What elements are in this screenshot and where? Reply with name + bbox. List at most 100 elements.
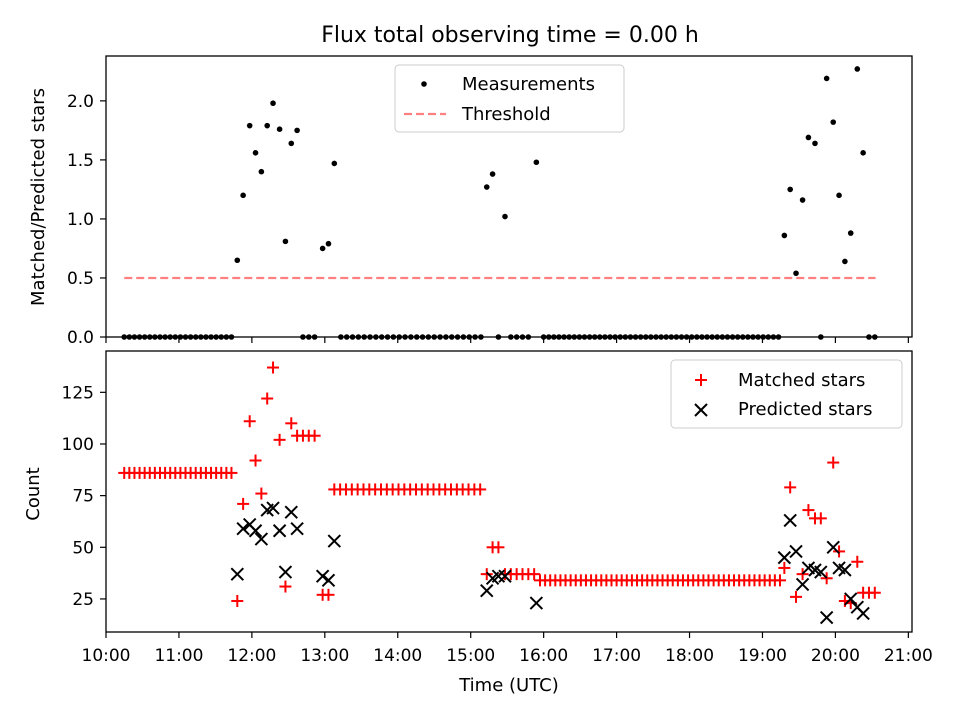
matched-star-point xyxy=(261,392,274,405)
predicted-star-point xyxy=(480,583,494,598)
matched-star-point xyxy=(820,572,833,585)
x-axis-label: Time (UTC) xyxy=(458,675,559,696)
predicted-star-point xyxy=(272,524,287,538)
measurement-point xyxy=(331,160,338,167)
top-x-ticks xyxy=(105,337,909,343)
bottom-panel: 25 50 75 100 125 10:00 11:00 12:00 13:00 14:00 15… xyxy=(23,350,933,696)
predicted-star-point xyxy=(826,540,840,554)
legend-matched-label: Matched stars xyxy=(738,370,865,391)
measurement-point xyxy=(799,197,806,203)
top-y-tick-label: 1.0 xyxy=(67,210,94,230)
bottom-y-tick-label: 125 xyxy=(62,383,94,403)
measurement-point xyxy=(483,184,490,190)
x-tick-label: 10:00 xyxy=(82,646,131,666)
measurement-point xyxy=(270,100,276,107)
measurement-point xyxy=(246,122,253,129)
bottom-y-tick-label: 50 xyxy=(72,538,94,558)
x-tick-label: 13:00 xyxy=(300,646,349,666)
legend-matched-marker xyxy=(695,374,707,386)
matched-star-point xyxy=(267,361,280,374)
matched-star-point xyxy=(237,497,250,510)
x-tick-label: 16:00 xyxy=(519,646,568,666)
bottom-y-axis-label: Count xyxy=(23,467,44,520)
bottom-y-tick-label: 25 xyxy=(72,590,94,610)
legend-measurements-label: Measurements xyxy=(462,74,595,95)
measurement-point xyxy=(288,140,295,147)
predicted-star-point xyxy=(315,569,330,583)
predicted-star-point xyxy=(529,596,544,610)
matched-star-point xyxy=(528,568,541,581)
matched-star-point xyxy=(225,466,238,479)
measurement-point xyxy=(854,66,861,72)
bottom-axes-frame xyxy=(105,350,913,633)
measurement-point xyxy=(502,213,508,220)
matched-star-point xyxy=(773,574,786,587)
matched-star-point xyxy=(243,415,256,428)
bottom-marks xyxy=(118,361,881,625)
measurement-point xyxy=(252,150,259,156)
measurement-point xyxy=(325,240,332,247)
measurement-point xyxy=(781,232,788,239)
predicted-star-point xyxy=(327,534,342,548)
top-y-tick-label: 0.5 xyxy=(67,269,94,289)
top-legend-box xyxy=(394,64,625,133)
matched-star-point xyxy=(827,456,840,469)
predicted-star-point xyxy=(783,513,797,528)
bottom-legend: Matched stars Predicted stars xyxy=(670,359,903,429)
matched-star-point xyxy=(796,568,809,581)
bottom-y-ticks: 25 50 75 100 125 xyxy=(62,383,106,610)
predicted-star-point xyxy=(236,521,250,536)
top-y-tick-label: 2.0 xyxy=(67,92,94,112)
matched-star-point xyxy=(868,586,881,599)
top-y-tick-label: 0.0 xyxy=(67,328,94,348)
predicted-star-point xyxy=(814,565,828,579)
predicted-star-point xyxy=(284,505,298,519)
top-axes-frame xyxy=(105,55,913,338)
predicted-star-point xyxy=(290,521,304,536)
predicted-star-point xyxy=(844,592,858,606)
top-y-ticks: 0.0 0.5 1.0 1.5 2.0 xyxy=(67,92,106,348)
measurement-point xyxy=(319,245,326,252)
top-legend: Measurements Threshold xyxy=(394,64,625,133)
measurement-point xyxy=(282,238,289,245)
matched-star-point xyxy=(322,588,335,601)
measurement-point xyxy=(787,186,793,193)
x-tick-label: 17:00 xyxy=(592,646,641,666)
bottom-y-tick-label: 100 xyxy=(62,435,94,455)
legend-threshold-label: Threshold xyxy=(461,104,551,125)
predicted-star-point xyxy=(819,610,834,625)
predicted-star-point xyxy=(321,573,336,588)
predicted-star-point xyxy=(248,524,263,538)
predicted-star-point xyxy=(856,606,870,621)
measurement-point xyxy=(276,126,283,133)
x-tick-label: 15:00 xyxy=(446,646,495,666)
x-tick-label: 11:00 xyxy=(154,646,203,666)
chart-title: Flux total observing time = 0.00 h xyxy=(321,23,699,48)
bottom-x-ticks: 10:00 11:00 12:00 13:00 14:00 15:00 16:00 17:00… xyxy=(82,632,933,666)
matched-star-point xyxy=(480,568,493,581)
matched-star-point xyxy=(851,555,864,568)
predicted-star-point xyxy=(838,563,852,577)
measurement-point xyxy=(860,150,866,156)
x-tick-label: 20:00 xyxy=(811,646,860,666)
x-tick-label: 12:00 xyxy=(227,646,276,666)
predicted-star-point xyxy=(789,544,803,559)
measurement-point xyxy=(264,122,271,129)
predicted-star-point xyxy=(498,569,512,583)
top-panel: 0.00.51.01.52.0 Matched/Predicted stars … xyxy=(28,55,913,348)
measurement-point xyxy=(847,230,854,236)
predicted-star-point xyxy=(278,565,293,579)
predicted-star-point xyxy=(795,577,810,592)
matched-star-point xyxy=(784,481,797,494)
matched-star-point xyxy=(279,580,292,593)
matched-star-point xyxy=(249,454,262,467)
x-tick-label: 18:00 xyxy=(665,646,714,666)
legend-predicted-marker xyxy=(694,403,708,417)
measurement-point xyxy=(812,140,818,147)
predicted-star-point xyxy=(254,532,269,546)
matched-star-point xyxy=(273,433,286,446)
predicted-star-point xyxy=(491,569,506,583)
top-y-axis-label: Matched/Predicted stars xyxy=(28,88,49,306)
bottom-y-tick-label: 75 xyxy=(72,487,94,507)
matched-star-point xyxy=(778,561,791,574)
